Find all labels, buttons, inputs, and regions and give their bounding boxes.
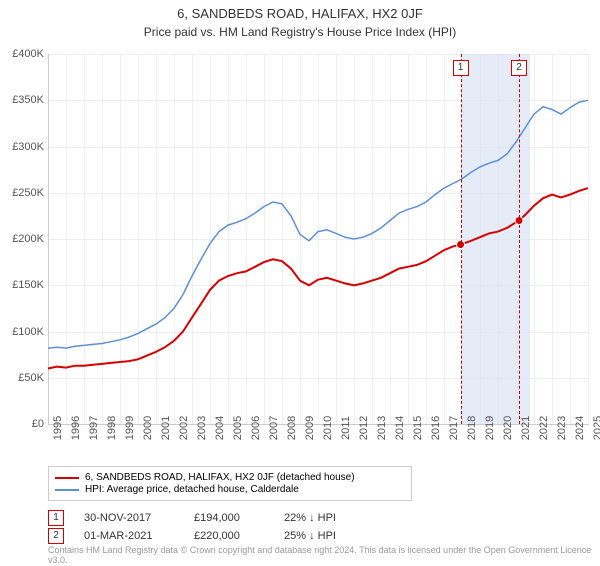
x-tick-label: 2015 (412, 416, 424, 440)
chart-subtitle: Price paid vs. HM Land Registry's House … (0, 25, 600, 39)
footnote: Contains HM Land Registry data © Crown c… (48, 546, 600, 566)
x-tick-label: 2018 (466, 416, 478, 440)
x-tick-label: 2009 (304, 416, 316, 440)
x-tick-label: 2001 (160, 416, 172, 440)
sale-date-1: 30-NOV-2017 (84, 512, 174, 524)
x-tick-label: 2002 (178, 416, 190, 440)
x-tick-label: 2007 (268, 416, 280, 440)
x-tick-label: 2020 (502, 416, 514, 440)
x-tick-label: 1996 (70, 416, 82, 440)
sale-badge-1: 1 (48, 510, 64, 526)
legend-item-price-paid: 6, SANDBEDS ROAD, HALIFAX, HX2 0JF (deta… (55, 472, 405, 483)
sale-row-1: 1 30-NOV-2017 £194,000 22% ↓ HPI (48, 510, 336, 526)
x-tick-label: 2019 (484, 416, 496, 440)
chart-container: 6, SANDBEDS ROAD, HALIFAX, HX2 0JF Price… (0, 6, 600, 566)
sale-vs-hpi-1: 22% ↓ HPI (284, 512, 336, 524)
x-tick-label: 2003 (196, 416, 208, 440)
sale-row-2: 2 01-MAR-2021 £220,000 25% ↓ HPI (48, 528, 336, 544)
x-tick-label: 2016 (430, 416, 442, 440)
sales-table: 1 30-NOV-2017 £194,000 22% ↓ HPI 2 01-MA… (48, 508, 336, 546)
x-tick-label: 2011 (340, 416, 352, 440)
sale-marker-2: 2 (511, 60, 527, 76)
y-tick-label: £250K (12, 187, 44, 199)
legend-item-hpi: HPI: Average price, detached house, Cald… (55, 484, 405, 495)
x-tick-label: 2013 (376, 416, 388, 440)
legend: 6, SANDBEDS ROAD, HALIFAX, HX2 0JF (deta… (48, 466, 412, 501)
x-tick-label: 2004 (214, 416, 226, 440)
y-tick-label: £400K (12, 48, 44, 60)
x-tick-label: 2017 (448, 416, 460, 440)
x-tick-label: 2006 (250, 416, 262, 440)
y-tick-label: £100K (12, 326, 44, 338)
sale-price-2: £220,000 (194, 530, 264, 542)
line-series-layer (48, 54, 588, 424)
legend-swatch-hpi (55, 489, 79, 491)
x-tick-label: 2021 (520, 416, 532, 440)
x-tick-label: 2010 (322, 416, 334, 440)
x-tick-label: 2014 (394, 416, 406, 440)
x-tick-label: 2023 (556, 416, 568, 440)
y-tick-label: £150K (12, 279, 44, 291)
x-tick-label: 2024 (574, 416, 586, 440)
y-tick-label: £350K (12, 94, 44, 106)
x-tick-label: 2000 (142, 416, 154, 440)
chart-title: 6, SANDBEDS ROAD, HALIFAX, HX2 0JF (0, 6, 600, 21)
x-tick-label: 1999 (124, 416, 136, 440)
legend-label-price-paid: 6, SANDBEDS ROAD, HALIFAX, HX2 0JF (deta… (85, 472, 355, 483)
x-tick-label: 2012 (358, 416, 370, 440)
sale-price-1: £194,000 (194, 512, 264, 524)
x-tick-label: 1998 (106, 416, 118, 440)
x-tick-label: 1997 (88, 416, 100, 440)
sale-date-2: 01-MAR-2021 (84, 530, 174, 542)
legend-swatch-price-paid (55, 477, 79, 479)
y-tick-label: £200K (12, 233, 44, 245)
y-tick-label: £300K (12, 141, 44, 153)
y-tick-label: £50K (18, 372, 44, 384)
x-tick-label: 2008 (286, 416, 298, 440)
x-tick-label: 1995 (52, 416, 64, 440)
sale-badge-2: 2 (48, 528, 64, 544)
y-tick-label: £0 (32, 418, 44, 430)
series-line-hpi (48, 100, 588, 348)
x-tick-label: 2025 (592, 416, 600, 440)
sale-marker-1: 1 (453, 60, 469, 76)
x-tick-label: 2005 (232, 416, 244, 440)
series-line-price_paid (48, 188, 588, 368)
sale-vs-hpi-2: 25% ↓ HPI (284, 530, 336, 542)
legend-label-hpi: HPI: Average price, detached house, Cald… (85, 484, 299, 495)
x-tick-label: 2022 (538, 416, 550, 440)
